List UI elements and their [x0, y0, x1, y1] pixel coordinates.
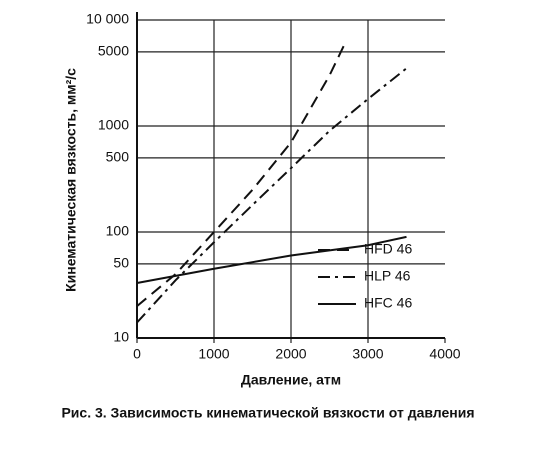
- caption: Рис. 3. Зависимость кинематической вязко…: [61, 405, 474, 421]
- y-axis-label: Кинематическая вязкость, мм²/с: [63, 68, 79, 292]
- x-tick-label: 4000: [429, 346, 460, 362]
- y-tick-label: 10: [113, 329, 129, 345]
- y-tick-label: 50: [113, 255, 129, 271]
- x-tick-label: 1000: [198, 346, 229, 362]
- y-tick-label: 500: [106, 149, 130, 165]
- y-tick-label: 10 000: [86, 11, 129, 27]
- y-tick-label: 100: [106, 223, 130, 239]
- series-line: [136, 67, 408, 324]
- legend-label: HLP 46: [364, 268, 411, 284]
- legend-label: HFD 46: [364, 241, 412, 257]
- x-tick-label: 2000: [275, 346, 306, 362]
- y-tick-label: 1000: [98, 117, 129, 133]
- legend-label: HFC 46: [364, 295, 412, 311]
- series-line: [136, 235, 407, 285]
- y-tick-label: 5000: [98, 43, 129, 59]
- x-axis-label: Давление, атм: [241, 372, 341, 388]
- x-tick-label: 0: [133, 346, 141, 362]
- x-tick-label: 3000: [352, 346, 383, 362]
- series-line: [136, 43, 346, 307]
